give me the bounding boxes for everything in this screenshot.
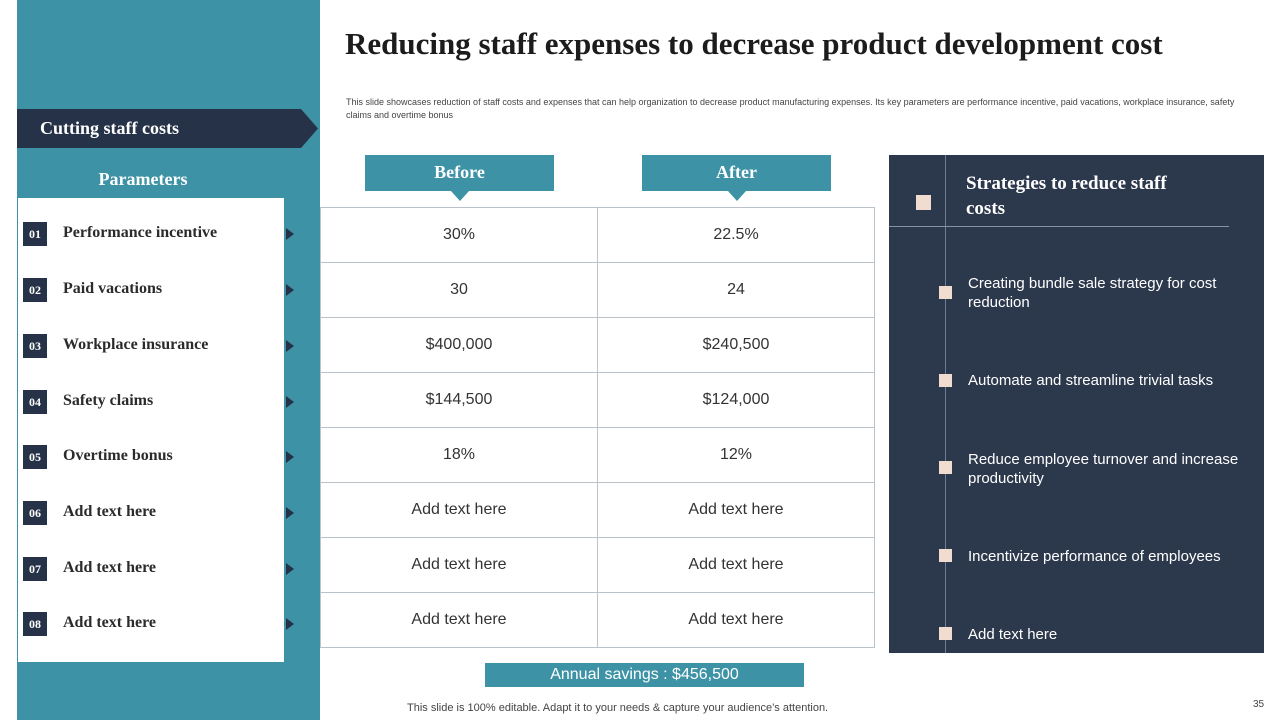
before-cell: Add text here <box>320 592 598 648</box>
parameters-list: 01 Performance incentive 02 Paid vacatio… <box>18 198 294 662</box>
divider <box>889 226 1229 227</box>
after-cell: 12% <box>597 427 875 483</box>
comparison-table: 30% 22.5% 30 24 $400,000 $240,500 $144,5… <box>320 207 875 648</box>
after-cell: 24 <box>597 262 875 318</box>
arrow-right-icon <box>286 563 294 575</box>
strategies-panel: Strategies to reduce staff costs Creatin… <box>889 155 1264 653</box>
parameter-number-badge: 08 <box>23 612 47 636</box>
after-cell: Add text here <box>597 537 875 593</box>
parameter-item: 07 Add text here <box>18 557 308 583</box>
parameter-label: Performance incentive <box>63 224 218 241</box>
arrow-right-icon <box>286 618 294 630</box>
parameter-number-badge: 04 <box>23 390 47 414</box>
parameter-item: 03 Workplace insurance <box>18 334 308 360</box>
before-column-header: Before <box>365 155 554 201</box>
heading-square-icon <box>916 195 931 210</box>
slide-description: This slide showcases reduction of staff … <box>346 97 1235 120</box>
parameter-item: 02 Paid vacations <box>18 278 308 304</box>
after-cell: Add text here <box>597 592 875 648</box>
bullet-square-icon <box>939 627 952 640</box>
parameter-item: 06 Add text here <box>18 501 308 527</box>
parameter-item: 05 Overtime bonus <box>18 445 308 471</box>
parameter-number-badge: 02 <box>23 278 47 302</box>
parameter-label: Add text here <box>63 559 157 576</box>
parameter-number-badge: 03 <box>23 334 47 358</box>
before-cell: 18% <box>320 427 598 483</box>
table-row: $144,500 $124,000 <box>320 372 875 428</box>
parameter-label: Safety claims <box>63 392 154 409</box>
table-row: 30% 22.5% <box>320 207 875 263</box>
strategy-text: Incentivize performance of employees <box>968 548 1221 565</box>
parameter-number-badge: 07 <box>23 557 47 581</box>
table-row: 18% 12% <box>320 427 875 483</box>
arrow-right-icon <box>286 451 294 463</box>
table-row: Add text here Add text here <box>320 482 875 538</box>
bullet-square-icon <box>939 549 952 562</box>
timeline-line <box>945 155 946 653</box>
parameter-label: Add text here <box>63 503 157 520</box>
table-row: Add text here Add text here <box>320 537 875 593</box>
parameter-number-badge: 05 <box>23 445 47 469</box>
before-cell: $144,500 <box>320 372 598 428</box>
arrow-right-icon <box>286 396 294 408</box>
page-title: Reducing staff expenses to decrease prod… <box>345 26 1163 61</box>
page-number: 35 <box>1253 699 1265 710</box>
cutting-costs-label: Cutting staff costs <box>40 118 179 138</box>
strategy-text: Add text here <box>968 626 1058 643</box>
after-cell: Add text here <box>597 482 875 538</box>
before-cell: Add text here <box>320 482 598 538</box>
after-cell: $124,000 <box>597 372 875 428</box>
strategy-text: Creating bundle sale strategy for cost r… <box>968 275 1217 311</box>
after-cell: 22.5% <box>597 207 875 263</box>
after-column-header: After <box>642 155 831 201</box>
bullet-square-icon <box>939 286 952 299</box>
arrow-right-icon <box>286 507 294 519</box>
parameter-label: Workplace insurance <box>63 336 209 353</box>
parameter-item: 01 Performance incentive <box>18 222 308 248</box>
footer-note: This slide is 100% editable. Adapt it to… <box>407 702 829 714</box>
before-cell: $400,000 <box>320 317 598 373</box>
parameter-number-badge: 06 <box>23 501 47 525</box>
parameters-header: Parameters <box>98 169 188 189</box>
parameter-label: Overtime bonus <box>63 447 173 464</box>
parameter-number-badge: 01 <box>23 222 47 246</box>
bullet-square-icon <box>939 374 952 387</box>
strategies-title: Strategies to reduce staff costs <box>966 173 1167 219</box>
cutting-costs-banner: Cutting staff costs <box>17 109 318 148</box>
before-cell: Add text here <box>320 537 598 593</box>
arrow-right-icon <box>286 340 294 352</box>
parameter-item: 08 Add text here <box>18 612 308 638</box>
parameter-item: 04 Safety claims <box>18 390 308 416</box>
arrow-right-icon <box>286 228 294 240</box>
table-row: 30 24 <box>320 262 875 318</box>
after-cell: $240,500 <box>597 317 875 373</box>
before-cell: 30 <box>320 262 598 318</box>
table-row: $400,000 $240,500 <box>320 317 875 373</box>
parameter-label: Add text here <box>63 614 157 631</box>
arrow-right-icon <box>286 284 294 296</box>
bullet-square-icon <box>939 461 952 474</box>
strategy-text: Automate and streamline trivial tasks <box>968 372 1214 389</box>
table-row: Add text here Add text here <box>320 592 875 648</box>
parameter-label: Paid vacations <box>63 280 163 297</box>
before-cell: 30% <box>320 207 598 263</box>
annual-savings-banner: Annual savings : $456,500 <box>485 663 804 687</box>
strategy-text: Reduce employee turnover and increase pr… <box>968 451 1239 487</box>
